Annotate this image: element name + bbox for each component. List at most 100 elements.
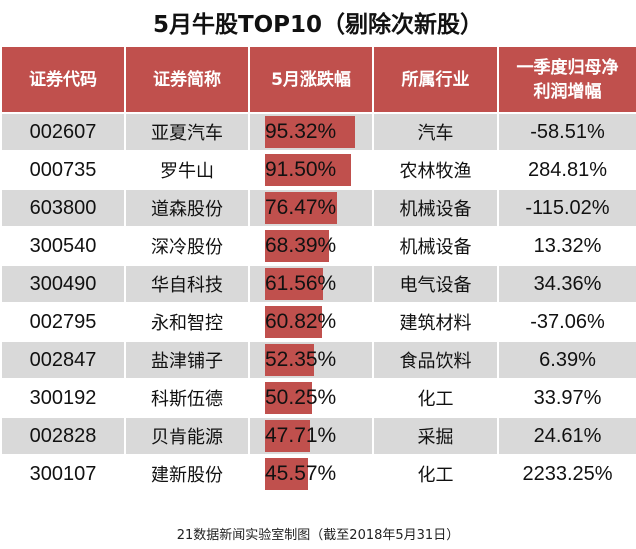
change-bar-wrap: 91.50% <box>250 152 372 188</box>
change-bar <box>265 192 337 224</box>
change-bar-wrap: 61.56% <box>250 266 372 302</box>
cell-industry: 采掘 <box>372 416 499 456</box>
cell-change: 61.56% <box>248 264 374 304</box>
table-row: 300192 科斯伍德 50.25% 化工 33.97% <box>0 378 636 418</box>
table-row: 300540 深冷股份 68.39% 机械设备 13.32% <box>0 226 636 266</box>
cell-growth: -115.02% <box>497 188 636 228</box>
cell-code: 603800 <box>0 188 126 228</box>
change-value: 60.82% <box>265 310 337 333</box>
stock-table: 证券代码 证券简称 5月涨跌幅 所属行业 一季度归母净 利润增幅 002607 亚… <box>0 45 636 494</box>
cell-code: 002795 <box>0 302 126 342</box>
cell-change: 50.25% <box>248 378 374 418</box>
cell-change: 47.71% <box>248 416 374 456</box>
change-bar-wrap: 52.35% <box>250 342 372 378</box>
change-value: 95.32% <box>265 120 337 143</box>
change-bar-wrap: 47.71% <box>250 418 372 454</box>
header-growth-line2: 利润增幅 <box>533 81 602 102</box>
header-industry: 所属行业 <box>372 45 499 114</box>
change-bar-wrap: 60.82% <box>250 304 372 340</box>
cell-change: 52.35% <box>248 340 374 380</box>
table-row: 002847 盐津铺子 52.35% 食品饮料 6.39% <box>0 340 636 380</box>
cell-industry: 电气设备 <box>372 264 499 304</box>
header-growth-line1: 一季度归母净 <box>516 57 619 78</box>
cell-change: 91.50% <box>248 150 374 190</box>
change-bar <box>265 382 313 414</box>
change-bar <box>265 420 310 452</box>
cell-name: 深冷股份 <box>124 226 250 266</box>
table-row: 300107 建新股份 45.57% 化工 2233.25% <box>0 454 636 494</box>
change-bar <box>265 268 323 300</box>
change-bar-wrap: 95.32% <box>250 114 372 150</box>
table-row: 300490 华自科技 61.56% 电气设备 34.36% <box>0 264 636 304</box>
cell-growth: 33.97% <box>497 378 636 418</box>
cell-code: 000735 <box>0 150 126 190</box>
cell-growth: 6.39% <box>497 340 636 380</box>
cell-code: 002847 <box>0 340 126 380</box>
cell-industry: 机械设备 <box>372 188 499 228</box>
cell-change: 76.47% <box>248 188 374 228</box>
change-value: 45.57% <box>265 462 337 485</box>
change-value: 61.56% <box>265 272 337 295</box>
cell-name: 道森股份 <box>124 188 250 228</box>
cell-name: 华自科技 <box>124 264 250 304</box>
change-bar <box>265 116 355 148</box>
cell-industry: 汽车 <box>372 112 499 152</box>
table-row: 002795 永和智控 60.82% 建筑材料 -37.06% <box>0 302 636 342</box>
change-bar-wrap: 45.57% <box>250 456 372 492</box>
cell-growth: 2233.25% <box>497 454 636 494</box>
change-bar <box>265 154 351 186</box>
header-change: 5月涨跌幅 <box>248 45 374 114</box>
cell-code: 002607 <box>0 112 126 152</box>
change-value: 91.50% <box>265 158 337 181</box>
cell-change: 60.82% <box>248 302 374 342</box>
cell-industry: 建筑材料 <box>372 302 499 342</box>
change-value: 47.71% <box>265 424 337 447</box>
cell-growth: -37.06% <box>497 302 636 342</box>
change-value: 76.47% <box>265 196 337 219</box>
cell-industry: 食品饮料 <box>372 340 499 380</box>
cell-growth: 13.32% <box>497 226 636 266</box>
change-bar-wrap: 76.47% <box>250 190 372 226</box>
header-name: 证券简称 <box>124 45 250 114</box>
table-header-row: 证券代码 证券简称 5月涨跌幅 所属行业 一季度归母净 利润增幅 <box>0 45 636 114</box>
cell-code: 002828 <box>0 416 126 456</box>
cell-change: 68.39% <box>248 226 374 266</box>
table-row: 002607 亚夏汽车 95.32% 汽车 -58.51% <box>0 112 636 152</box>
cell-growth: -58.51% <box>497 112 636 152</box>
cell-name: 科斯伍德 <box>124 378 250 418</box>
header-code: 证券代码 <box>0 45 126 114</box>
change-bar <box>265 306 323 338</box>
change-bar <box>265 458 308 490</box>
cell-name: 盐津铺子 <box>124 340 250 380</box>
page-title: 5月牛股TOP10（剔除次新股） <box>152 12 484 38</box>
change-value: 68.39% <box>265 234 337 257</box>
cell-growth: 34.36% <box>497 264 636 304</box>
cell-change: 95.32% <box>248 112 374 152</box>
change-value: 50.25% <box>265 386 337 409</box>
change-bar-wrap: 50.25% <box>250 380 372 416</box>
footer-note: 21数据新闻实验室制图（截至2018年5月31日） <box>176 528 460 543</box>
cell-name: 建新股份 <box>124 454 250 494</box>
cell-name: 罗牛山 <box>124 150 250 190</box>
cell-code: 300192 <box>0 378 126 418</box>
cell-industry: 化工 <box>372 454 499 494</box>
change-value: 52.35% <box>265 348 337 371</box>
cell-code: 300490 <box>0 264 126 304</box>
cell-name: 亚夏汽车 <box>124 112 250 152</box>
cell-industry: 机械设备 <box>372 226 499 266</box>
cell-name: 永和智控 <box>124 302 250 342</box>
cell-code: 300107 <box>0 454 126 494</box>
change-bar <box>265 344 315 376</box>
table-row: 603800 道森股份 76.47% 机械设备 -115.02% <box>0 188 636 228</box>
cell-growth: 284.81% <box>497 150 636 190</box>
cell-code: 300540 <box>0 226 126 266</box>
cell-change: 45.57% <box>248 454 374 494</box>
cell-industry: 化工 <box>372 378 499 418</box>
header-growth: 一季度归母净 利润增幅 <box>497 45 636 114</box>
cell-industry: 农林牧渔 <box>372 150 499 190</box>
cell-growth: 24.61% <box>497 416 636 456</box>
table-row: 002828 贝肯能源 47.71% 采掘 24.61% <box>0 416 636 456</box>
change-bar <box>265 230 330 262</box>
cell-name: 贝肯能源 <box>124 416 250 456</box>
